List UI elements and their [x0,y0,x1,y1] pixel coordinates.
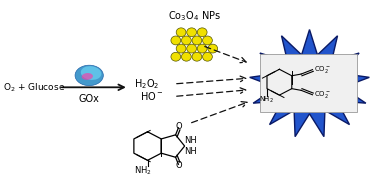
Circle shape [192,52,202,61]
Circle shape [176,44,186,53]
Text: O: O [176,122,182,131]
Circle shape [192,36,202,45]
Text: NH: NH [184,147,197,156]
Circle shape [171,52,181,61]
Text: NH$_2$: NH$_2$ [134,165,152,177]
Circle shape [197,44,207,53]
Circle shape [187,28,197,37]
Circle shape [181,36,191,45]
Text: CO$_2^-$: CO$_2^-$ [314,89,331,100]
Text: HO$^-$: HO$^-$ [140,90,163,102]
Text: GOx: GOx [79,94,100,104]
Ellipse shape [82,73,93,80]
Circle shape [203,52,212,61]
Ellipse shape [75,65,103,86]
Circle shape [176,28,186,37]
Text: O: O [176,161,182,170]
Circle shape [208,44,218,53]
Circle shape [181,52,191,61]
Text: Co$_3$O$_4$ NPs: Co$_3$O$_4$ NPs [168,9,221,23]
Circle shape [171,36,181,45]
Ellipse shape [81,66,101,80]
Polygon shape [250,30,369,137]
Circle shape [203,36,212,45]
Circle shape [197,28,207,37]
Text: O$_2$ + Glucose: O$_2$ + Glucose [3,81,65,94]
Text: NH$_2$: NH$_2$ [259,95,274,105]
Text: CO$_2^-$: CO$_2^-$ [314,64,331,75]
Text: H$_2$O$_2$: H$_2$O$_2$ [135,77,160,91]
Circle shape [187,44,197,53]
Text: NH: NH [184,136,197,145]
FancyBboxPatch shape [260,54,357,112]
